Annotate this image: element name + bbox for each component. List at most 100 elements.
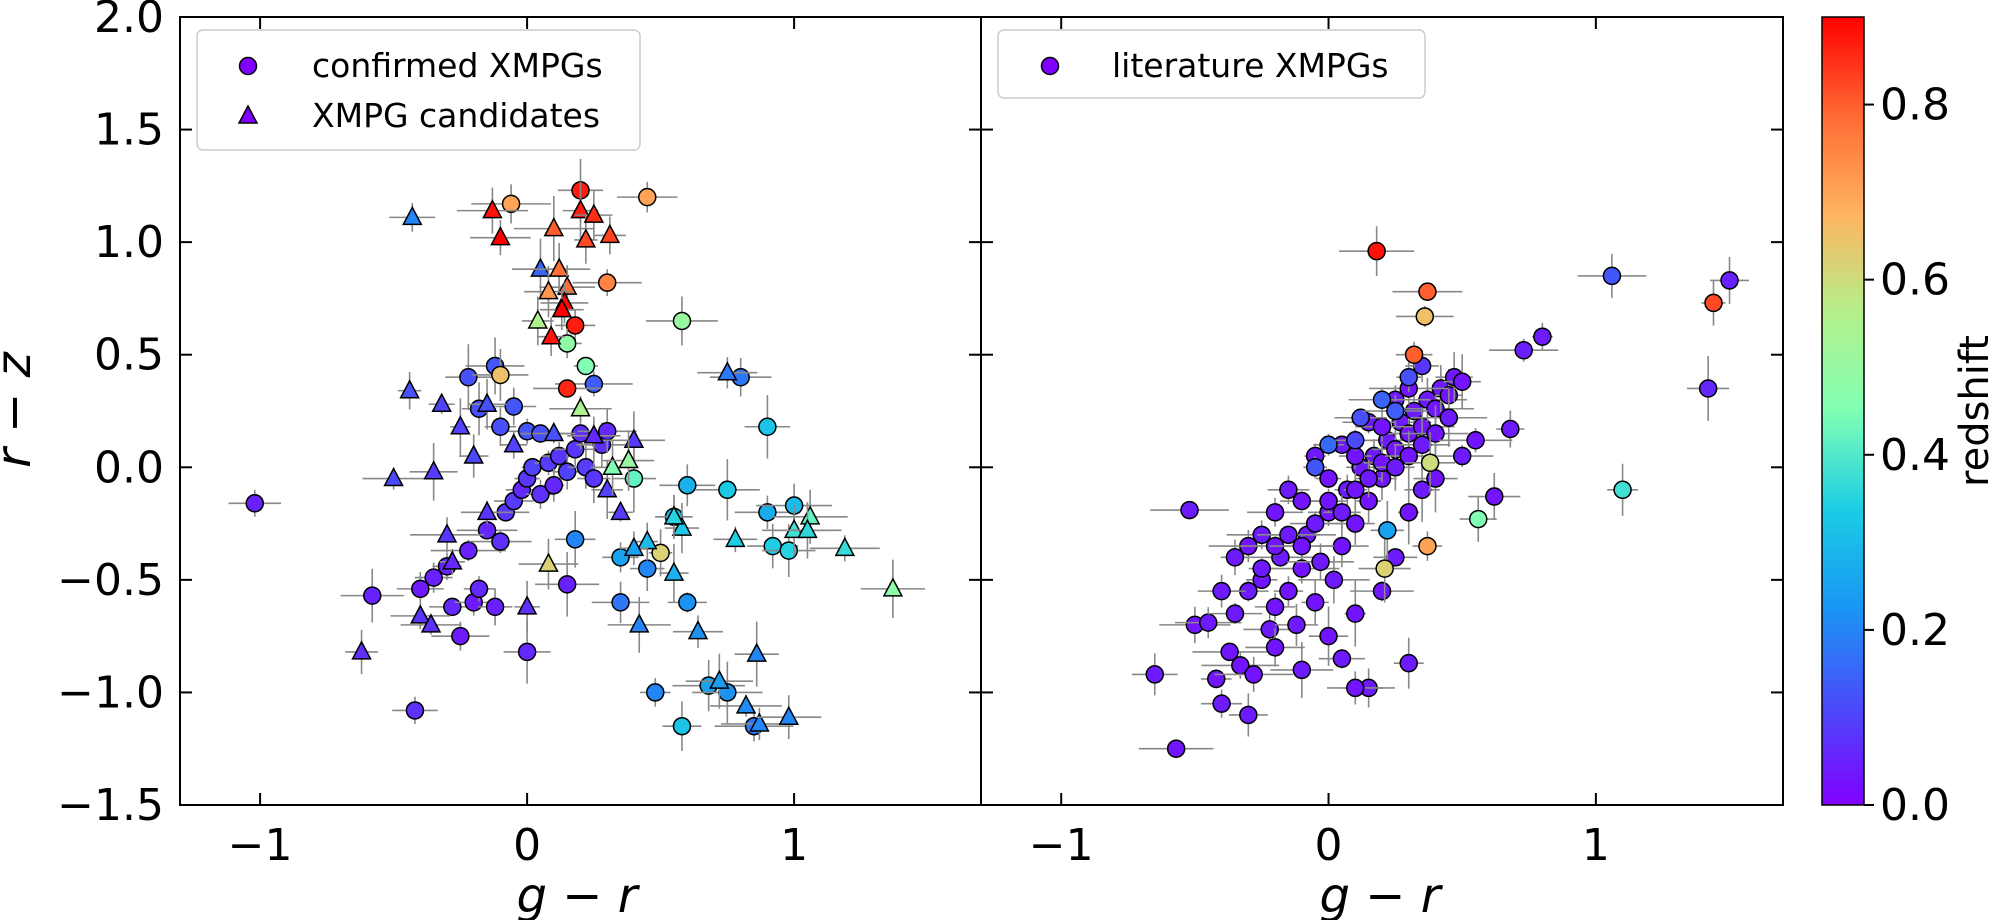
- circle-marker: [758, 503, 777, 522]
- circle-marker: [1180, 500, 1199, 520]
- circle-marker: [459, 541, 478, 560]
- data-point: [1247, 497, 1304, 527]
- y-tick-label: 1.5: [94, 105, 164, 156]
- circle-marker: [763, 536, 782, 556]
- data-point: [460, 500, 514, 524]
- data-point: [491, 387, 537, 426]
- data-point: [1256, 525, 1320, 545]
- data-point: [1410, 388, 1488, 447]
- triangle-marker: [618, 448, 639, 469]
- triangle-marker: [490, 226, 511, 246]
- data-point: [465, 337, 525, 395]
- circle-marker: [501, 194, 521, 214]
- right-x-axis-label: g − r: [1320, 868, 1444, 920]
- circle-marker: [584, 374, 604, 394]
- circle-marker: [1415, 307, 1435, 326]
- data-point: [773, 502, 842, 559]
- circle-marker: [1359, 469, 1378, 488]
- triangle-marker: [503, 433, 524, 453]
- data-point: [1489, 338, 1559, 362]
- data-point: [1131, 653, 1178, 696]
- circle-marker: [1324, 570, 1344, 590]
- data-point: [1318, 648, 1366, 669]
- circle-marker: [1386, 458, 1405, 477]
- circle-marker: [1292, 559, 1312, 578]
- data-point: [471, 184, 551, 224]
- circle-marker: [491, 417, 510, 437]
- circle-marker: [1225, 548, 1245, 567]
- triangle-marker: [778, 705, 800, 725]
- data-point: [549, 396, 612, 422]
- data-point: [554, 511, 596, 568]
- data-point: [463, 576, 495, 602]
- left-legend-box: [196, 29, 641, 151]
- data-point: [1404, 457, 1440, 523]
- circle-marker: [1319, 435, 1338, 455]
- circle-marker: [1386, 401, 1405, 421]
- circle-marker: [1698, 379, 1718, 398]
- circle-marker: [1439, 408, 1459, 428]
- circle-marker: [504, 397, 523, 416]
- y-tick-label: 1.0: [94, 217, 164, 268]
- circle-marker: [557, 334, 577, 353]
- triangle-marker: [834, 536, 856, 557]
- data-point: [1290, 511, 1341, 536]
- circle-marker: [672, 716, 692, 736]
- circle-marker: [1602, 266, 1622, 286]
- circle-marker: [611, 593, 630, 612]
- data-point: [1392, 282, 1463, 301]
- data-point: [1201, 689, 1243, 718]
- circle-marker: [1351, 408, 1370, 428]
- data-point: [410, 517, 484, 553]
- circle-marker: [424, 568, 443, 587]
- triangle-marker: [527, 309, 549, 329]
- data-point: [685, 653, 754, 709]
- data-point: [659, 464, 716, 507]
- data-point: [602, 542, 639, 573]
- data-point: [667, 592, 707, 613]
- circle-marker: [1332, 649, 1352, 668]
- circle-marker: [485, 597, 505, 617]
- colorbar-tick-label: 0.4: [1880, 430, 1950, 481]
- triangle-marker: [671, 516, 693, 536]
- data-point: [575, 189, 613, 241]
- triangle-marker: [543, 421, 565, 442]
- data-point: [1348, 388, 1416, 412]
- data-point: [1298, 556, 1370, 604]
- data-point: [1315, 469, 1342, 488]
- data-point: [1201, 652, 1280, 679]
- triangle-marker: [351, 640, 372, 660]
- data-point: [1395, 341, 1433, 368]
- circle-marker: [678, 593, 697, 612]
- data-point: [392, 696, 438, 725]
- circle-marker: [443, 597, 462, 617]
- triangle-marker: [410, 604, 431, 624]
- circle-marker: [1466, 431, 1485, 450]
- circle-marker: [1265, 597, 1285, 617]
- triangle-marker: [725, 527, 746, 548]
- y-tick-label: 2.0: [94, 0, 164, 43]
- colorbar: [1821, 16, 1865, 806]
- triangle-marker: [628, 613, 650, 633]
- circle-marker: [1720, 271, 1739, 290]
- data-point: [617, 181, 678, 213]
- triangle-marker: [431, 392, 452, 412]
- circle-marker: [1399, 367, 1418, 387]
- circle-marker: [1319, 469, 1338, 488]
- circle-marker: [1367, 241, 1386, 261]
- circle-marker: [1252, 559, 1271, 578]
- data-point: [470, 219, 531, 256]
- circle-marker: [1375, 559, 1394, 578]
- colorbar-tick-label: 0.6: [1880, 255, 1950, 306]
- data-point: [1577, 253, 1647, 298]
- circle-marker: [638, 559, 657, 578]
- circle-marker: [245, 494, 265, 513]
- circle-marker: [565, 316, 585, 335]
- data-point: [756, 695, 822, 740]
- circle-marker: [362, 586, 382, 605]
- circle-marker: [1279, 581, 1298, 601]
- points-layer: [228, 158, 1750, 759]
- triangle-marker: [476, 392, 498, 412]
- data-point: [1532, 322, 1553, 351]
